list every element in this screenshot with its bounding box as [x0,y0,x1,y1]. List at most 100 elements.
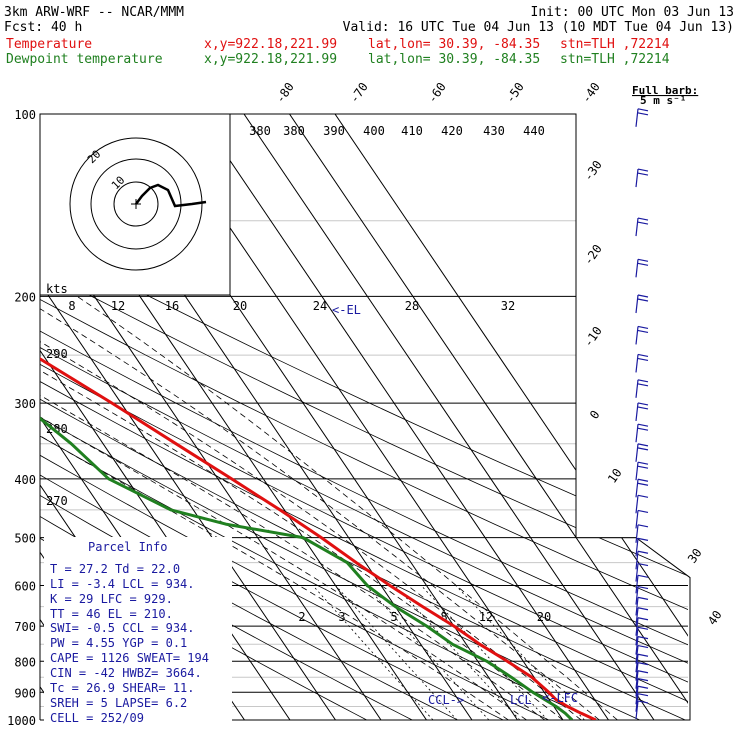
barb-legend-title: Full barb: [632,84,698,97]
wind-barb-flag [637,217,649,221]
parcel-row: K = 29 LFC = 929. [50,592,173,606]
moist-adiabat-line [40,296,582,720]
wind-barb [635,169,639,188]
model-title: 3km ARW-WRF -- NCAR/MMM [4,5,184,20]
wind-barb-flag [637,172,649,176]
dry-adiabat-line [40,114,549,720]
valid-time: Valid: 16 UTC Tue 04 Jun 13 (10 MDT Tue … [343,20,734,35]
pressure-tick-label: 900 [14,686,36,700]
theta-label: 290 [46,347,68,361]
hodograph-ring [69,137,203,271]
wind-barb-flag [637,700,649,704]
pressure-tick-label: 1000 [7,714,36,728]
wind-barb-flag [637,494,649,498]
parcel-row: SWI= -0.5 CCL = 934. [50,621,195,635]
wind-barb [635,354,639,373]
theta-e-label: 380 [249,124,271,138]
wind-barb [635,693,639,712]
mixing-ratio-label: 12 [479,610,493,624]
wind-barb [635,654,639,673]
moist-adiabat-label: 16 [165,299,179,313]
dry-adiabat-line [40,114,688,720]
wind-barb [635,462,639,481]
wind-barb-flag [637,678,649,682]
dry-adiabat-line [40,114,688,720]
wind-barb-flag [637,168,649,172]
plot-frame-lower [40,537,691,721]
wind-barb-flag [637,596,649,600]
isotherm-line [334,114,688,720]
wind-barb [635,617,639,636]
hodograph-unit-label: kts [46,282,68,296]
mixing-ratio-line [455,585,585,720]
wind-barb-flag [637,509,649,514]
parcel-row: PW = 4.55 YGP = 0.1 [50,636,187,650]
dry-adiabat-line [40,114,640,720]
wind-barb [635,402,639,422]
wind-barb-flag [637,427,649,431]
isotherm-label: -10 [581,324,605,350]
dry-adiabat-line [40,114,595,720]
temp-latlon: lat,lon= 30.39, -84.35 [368,37,540,52]
parcel-row: LI = -3.4 LCL = 934. [50,577,195,591]
moist-adiabat-line [40,296,600,720]
wind-barb [635,510,639,529]
parcel-annotation: CCL-> [428,693,464,707]
wind-barb-flag [637,258,649,262]
hodograph-ring [113,181,159,227]
pressure-tick-label: 800 [14,655,36,669]
wind-barb-flag [637,662,649,666]
dew-latlon: lat,lon= 30.39, -84.35 [368,52,540,67]
parcel-row: CIN = -42 HWBZ= 3664. [50,666,202,680]
wind-barb-flag [637,550,649,554]
pressure-tick-label: 400 [14,473,36,487]
legend-dewpoint: Dewpoint temperature [6,52,163,67]
dry-adiabat-line [40,114,688,720]
isotherm-line [198,114,609,720]
mixing-ratio-line [394,585,521,720]
wind-barb [635,443,639,462]
wind-barb [635,686,639,705]
moist-adiabat-line [40,296,564,720]
wind-barb [635,563,639,582]
parcel-info-box: Parcel Info T = 27.2 Td = 22.0 LI = -3.4… [44,537,232,727]
isotherm-label: 40 [705,608,725,628]
pressure-tick-label: 100 [14,108,36,122]
parcel-annotation: <-EL [332,303,361,317]
wind-barb-flag [637,402,649,406]
mixing-ratio-line [421,585,548,720]
wind-barb-flag [637,617,649,621]
wind-barb-flag [637,112,649,116]
pressure-tick-label: 300 [14,397,36,411]
dry-adiabat-line [40,114,688,720]
dewpoint-line [40,114,574,720]
isotherm-label: -30 [581,158,605,184]
isotherm-label: 0 [587,408,603,422]
wind-barb-flag [637,626,649,630]
parcel-annotations: <-EL CCL-> LCL <-LFC [332,303,578,707]
wind-barb-flag [637,636,649,640]
wind-barb-flag [637,325,649,329]
wind-barb [635,700,639,720]
wind-barb-flag [637,443,649,447]
parcel-row: Tc = 26.9 SHEAR= 11. [50,681,195,695]
theta-e-label: 400 [363,124,385,138]
profile-lines [40,114,597,720]
wind-barb [635,575,639,594]
mixing-ratio-label: 2 [298,610,305,624]
wind-barb-flag [637,423,649,427]
wind-barb-flag [637,461,649,465]
wind-barb [635,217,639,237]
theta-e-label: 420 [441,124,463,138]
wind-barb [635,326,639,345]
wind-barb-flag [637,221,649,225]
dry-adiabat-line [40,114,688,720]
isotherm-label: 30 [685,546,705,566]
pressure-tick-label: 500 [14,532,36,546]
pressure-tick-label: 200 [14,290,36,304]
theta-e-label: 440 [523,124,545,138]
wind-barb-flag [637,262,649,266]
theta-e-label: 410 [401,124,423,138]
